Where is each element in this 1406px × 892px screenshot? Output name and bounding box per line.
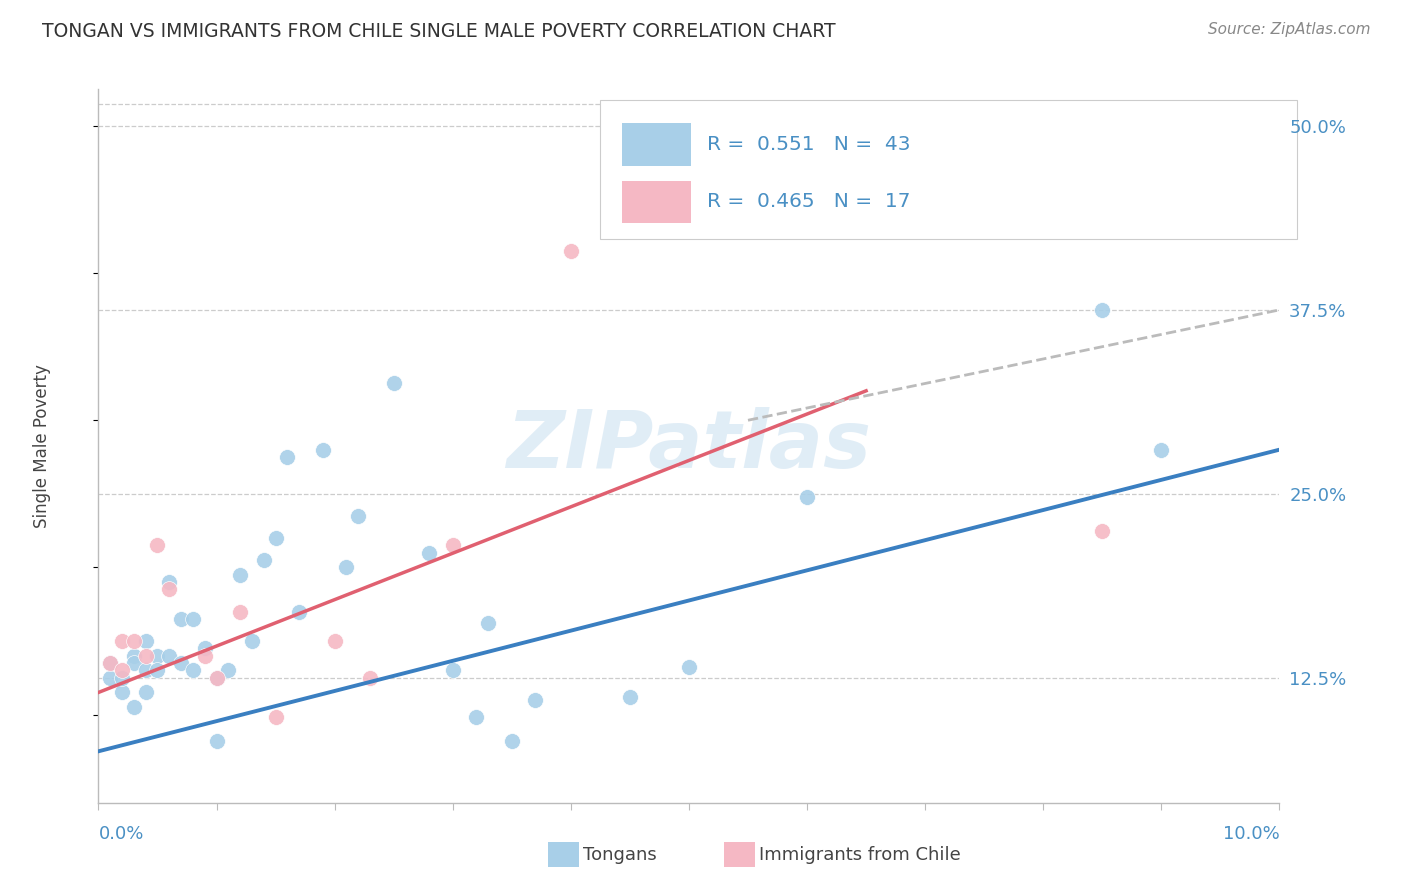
- Point: [205, 734, 228, 748]
- Point: [98, 671, 121, 685]
- Point: [619, 690, 641, 704]
- Point: [335, 560, 357, 574]
- Point: [264, 531, 287, 545]
- Point: [170, 612, 193, 626]
- Point: [98, 656, 121, 670]
- Point: [359, 671, 381, 685]
- FancyBboxPatch shape: [621, 123, 692, 166]
- Point: [122, 700, 145, 714]
- Point: [157, 648, 180, 663]
- Point: [382, 376, 405, 391]
- Point: [170, 656, 193, 670]
- Point: [1091, 302, 1114, 317]
- Point: [441, 664, 464, 678]
- Point: [347, 508, 370, 523]
- Point: [111, 634, 134, 648]
- Text: R =  0.465   N =  17: R = 0.465 N = 17: [707, 192, 910, 211]
- Point: [146, 664, 169, 678]
- Point: [194, 648, 217, 663]
- Point: [135, 664, 157, 678]
- FancyBboxPatch shape: [600, 100, 1298, 239]
- Point: [240, 634, 263, 648]
- Point: [276, 450, 298, 464]
- Text: Tongans: Tongans: [583, 846, 657, 863]
- Point: [194, 641, 217, 656]
- Point: [205, 671, 228, 685]
- Point: [465, 710, 488, 724]
- FancyBboxPatch shape: [621, 180, 692, 223]
- Point: [524, 693, 547, 707]
- Point: [229, 567, 252, 582]
- Point: [135, 648, 157, 663]
- Point: [796, 490, 818, 504]
- Text: R =  0.551   N =  43: R = 0.551 N = 43: [707, 135, 910, 153]
- Point: [560, 244, 582, 258]
- Point: [181, 664, 204, 678]
- Point: [1150, 442, 1173, 457]
- Point: [501, 734, 523, 748]
- Point: [477, 616, 499, 631]
- Point: [146, 538, 169, 552]
- Point: [122, 656, 145, 670]
- Point: [111, 671, 134, 685]
- Point: [146, 648, 169, 663]
- Point: [253, 553, 276, 567]
- Point: [157, 582, 180, 597]
- Text: Source: ZipAtlas.com: Source: ZipAtlas.com: [1208, 22, 1371, 37]
- Point: [157, 575, 180, 590]
- Point: [122, 634, 145, 648]
- Text: 0.0%: 0.0%: [98, 825, 143, 843]
- Point: [441, 538, 464, 552]
- Point: [205, 671, 228, 685]
- Point: [229, 605, 252, 619]
- Point: [418, 546, 440, 560]
- Point: [98, 656, 121, 670]
- Point: [678, 660, 700, 674]
- Point: [264, 710, 287, 724]
- Point: [855, 214, 877, 228]
- Text: ZIPatlas: ZIPatlas: [506, 407, 872, 485]
- Point: [323, 634, 346, 648]
- Text: 10.0%: 10.0%: [1223, 825, 1279, 843]
- Point: [1091, 524, 1114, 538]
- Point: [135, 634, 157, 648]
- Text: Single Male Poverty: Single Male Poverty: [32, 364, 51, 528]
- Text: Immigrants from Chile: Immigrants from Chile: [759, 846, 960, 863]
- Text: TONGAN VS IMMIGRANTS FROM CHILE SINGLE MALE POVERTY CORRELATION CHART: TONGAN VS IMMIGRANTS FROM CHILE SINGLE M…: [42, 22, 835, 41]
- Point: [111, 664, 134, 678]
- Point: [111, 685, 134, 699]
- Point: [312, 442, 335, 457]
- Point: [181, 612, 204, 626]
- Point: [122, 648, 145, 663]
- Point: [217, 664, 239, 678]
- Point: [288, 605, 311, 619]
- Point: [135, 685, 157, 699]
